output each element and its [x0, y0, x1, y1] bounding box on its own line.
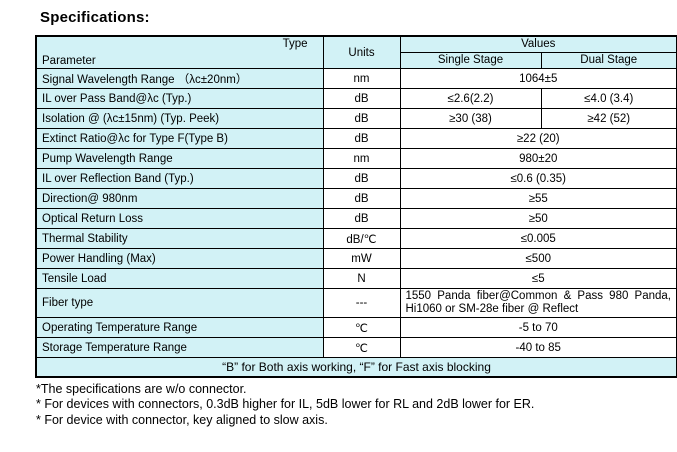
param-cell: IL over Reflection Band (Typ.): [35, 168, 324, 189]
dual-stage-header-cell: Dual Stage: [540, 51, 677, 70]
table-row: Direction@ 980nm dB ≥55: [35, 188, 677, 209]
table-row: Pump Wavelength Range nm 980±20: [35, 148, 677, 169]
table-row: Operating Temperature Range ℃ -5 to 70: [35, 317, 677, 338]
units-cell: mW: [322, 248, 401, 269]
value-cell-dual-stage: ≥42 (52): [540, 108, 677, 129]
type-header-label: Type: [282, 38, 308, 50]
units-cell: dB: [322, 168, 401, 189]
param-cell: Fiber type: [35, 288, 324, 318]
table-row: Power Handling (Max) mW ≤500: [35, 248, 677, 269]
value-cell: ≥50: [399, 208, 677, 229]
value-cell: 1550 Panda fiber@Common & Pass 980 Panda…: [399, 288, 677, 318]
units-cell: dB: [322, 208, 401, 229]
footer-note: “B” for Both axis working, “F” for Fast …: [35, 357, 677, 377]
table-row: Optical Return Loss dB ≥50: [35, 208, 677, 229]
param-cell: Operating Temperature Range: [35, 317, 324, 338]
units-cell: nm: [322, 148, 401, 169]
table-row: Storage Temperature Range ℃ -40 to 85: [35, 337, 677, 358]
page-title: Specifications:: [40, 9, 150, 26]
value-cell: 980±20: [399, 148, 677, 169]
param-cell: Pump Wavelength Range: [35, 148, 324, 169]
value-cell: ≤500: [399, 248, 677, 269]
table-row: IL over Pass Band@λc (Typ.) dB ≤2.6(2.2) ≤4…: [35, 88, 677, 109]
spec-table-footer: “B” for Both axis working, “F” for Fast …: [35, 357, 677, 377]
table-row: Fiber type --- 1550 Panda fiber@Common & P…: [35, 288, 677, 318]
footnote-line: *The specifications are w/o connector.: [36, 381, 247, 396]
spec-table-body: Signal Wavelength Range （λc±20nm） nm 1064±…: [35, 68, 677, 358]
corner-header-cell: Type Parameter: [35, 35, 324, 69]
param-cell: Extinct Ratio@λc for Type F(Type B): [35, 128, 324, 149]
param-cell: Direction@ 980nm: [35, 188, 324, 209]
corner-labels: Type Parameter: [42, 38, 318, 67]
value-cell: ≤0.005: [399, 228, 677, 249]
header-row-1: Type Parameter Units Values: [35, 35, 677, 69]
table-row: Extinct Ratio@λc for Type F(Type B) dB ≥22…: [35, 128, 677, 149]
param-cell: Signal Wavelength Range （λc±20nm）: [35, 68, 324, 89]
param-cell: Thermal Stability: [35, 228, 324, 249]
value-cell: ≤0.6 (0.35): [399, 168, 677, 189]
table-row: Signal Wavelength Range （λc±20nm） nm 1064±…: [35, 68, 677, 89]
param-cell: Optical Return Loss: [35, 208, 324, 229]
param-cell: Isolation @ (λc±15nm) (Typ. Peek): [35, 108, 324, 129]
single-stage-header-cell: Single Stage: [399, 51, 542, 70]
footnote-line: * For devices with connectors, 0.3dB hig…: [36, 397, 535, 411]
units-header-cell: Units: [322, 35, 401, 69]
units-cell: dB: [322, 128, 401, 149]
table-row: Isolation @ (λc±15nm) (Typ. Peek) dB ≥30 (…: [35, 108, 677, 129]
header-row-2: Single Stage Dual Stage: [36, 51, 677, 70]
units-cell: dB: [322, 188, 401, 209]
parameter-header-label: Parameter: [42, 55, 96, 67]
values-header-cell: Values: [399, 35, 677, 53]
units-cell: dB: [322, 88, 401, 109]
units-cell: dB: [322, 108, 401, 129]
value-cell: ≥55: [399, 188, 677, 209]
units-cell: ---: [322, 288, 401, 318]
table-row: Tensile Load N ≤5: [35, 268, 677, 289]
units-cell: ℃: [322, 317, 401, 338]
value-cell-single-stage: ≥30 (38): [399, 108, 542, 129]
value-cell: ≤5: [399, 268, 677, 289]
value-cell: 1064±5: [399, 68, 677, 89]
param-cell: IL over Pass Band@λc (Typ.): [35, 88, 324, 109]
units-cell: nm: [322, 68, 401, 89]
table-row: Thermal Stability dB/℃ ≤0.005: [35, 228, 677, 249]
units-cell: dB/℃: [322, 228, 401, 249]
units-cell: ℃: [322, 337, 401, 358]
value-cell: ≥22 (20): [399, 128, 677, 149]
footnotes: *The specifications are w/o connector. *…: [36, 382, 677, 429]
units-cell: N: [322, 268, 401, 289]
value-cell: -40 to 85: [399, 337, 677, 358]
param-cell: Power Handling (Max): [35, 248, 324, 269]
spec-table-header: Type Parameter Units Values Single Stage…: [35, 35, 677, 70]
footnote-line: * For device with connector, key aligned…: [36, 412, 328, 427]
footer-note-row: “B” for Both axis working, “F” for Fast …: [35, 357, 677, 377]
value-cell-single-stage: ≤2.6(2.2): [399, 88, 542, 109]
param-cell: Tensile Load: [35, 268, 324, 289]
table-row: IL over Reflection Band (Typ.) dB ≤0.6 (0.…: [35, 168, 677, 189]
value-cell-dual-stage: ≤4.0 (3.4): [540, 88, 677, 109]
value-cell: -5 to 70: [399, 317, 677, 338]
param-cell: Storage Temperature Range: [35, 337, 324, 358]
spec-table: Type Parameter Units Values Single Stage…: [35, 35, 677, 378]
